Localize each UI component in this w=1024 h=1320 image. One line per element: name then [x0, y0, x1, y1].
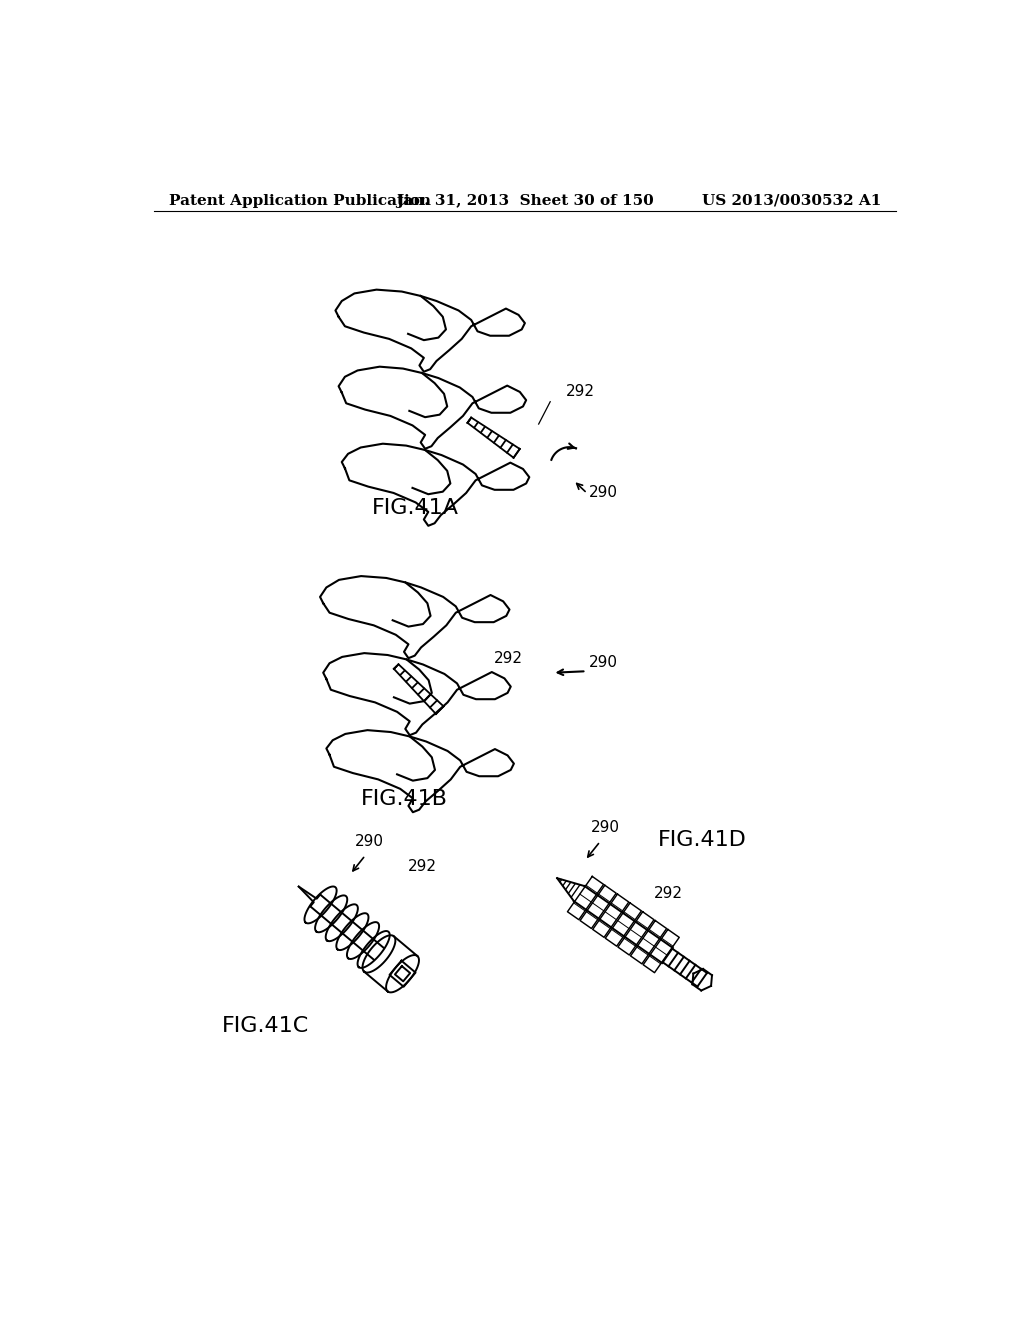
Text: FIG.41D: FIG.41D: [658, 830, 746, 850]
Text: 292: 292: [494, 651, 523, 665]
Text: 290: 290: [591, 820, 621, 836]
Text: 290: 290: [589, 486, 617, 500]
Text: 292: 292: [654, 886, 683, 900]
Text: FIG.41C: FIG.41C: [221, 1016, 309, 1036]
Text: FIG.41B: FIG.41B: [360, 789, 447, 809]
Text: 290: 290: [354, 834, 384, 849]
Text: Jan. 31, 2013  Sheet 30 of 150: Jan. 31, 2013 Sheet 30 of 150: [396, 194, 653, 207]
Text: US 2013/0030532 A1: US 2013/0030532 A1: [701, 194, 882, 207]
Text: 290: 290: [589, 655, 617, 669]
Text: 292: 292: [565, 384, 595, 399]
Text: Patent Application Publication: Patent Application Publication: [169, 194, 431, 207]
Text: 292: 292: [408, 858, 437, 874]
Text: FIG.41A: FIG.41A: [372, 498, 459, 519]
